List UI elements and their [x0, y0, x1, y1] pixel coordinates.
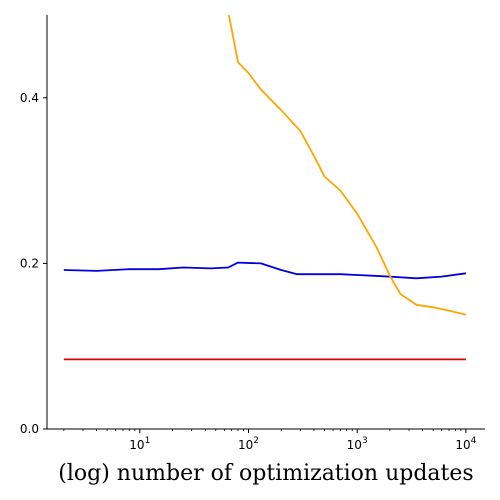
x-tick-label: 102	[238, 436, 259, 452]
x-tick-exponent: 1	[145, 436, 151, 446]
x-tick-base: 10	[129, 438, 144, 452]
y-tick-label: 0.0	[20, 422, 39, 436]
x-tick-exponent: 4	[471, 436, 477, 446]
y-tick-label: 0.4	[20, 91, 39, 105]
x-tick-base: 10	[238, 438, 253, 452]
x-tick-base: 10	[455, 438, 470, 452]
x-tick-label: 101	[129, 436, 150, 452]
x-tick-label: 103	[347, 436, 368, 452]
x-tick-exponent: 2	[253, 436, 259, 446]
series-line-2	[228, 14, 467, 316]
y-tick-label: 0.2	[20, 256, 39, 270]
x-tick-base: 10	[347, 438, 362, 452]
x-axis-title: (log) number of optimization updates	[58, 461, 473, 486]
x-tick-label: 104	[455, 436, 476, 452]
x-tick-exponent: 3	[362, 436, 368, 446]
series-line-1	[63, 261, 467, 280]
